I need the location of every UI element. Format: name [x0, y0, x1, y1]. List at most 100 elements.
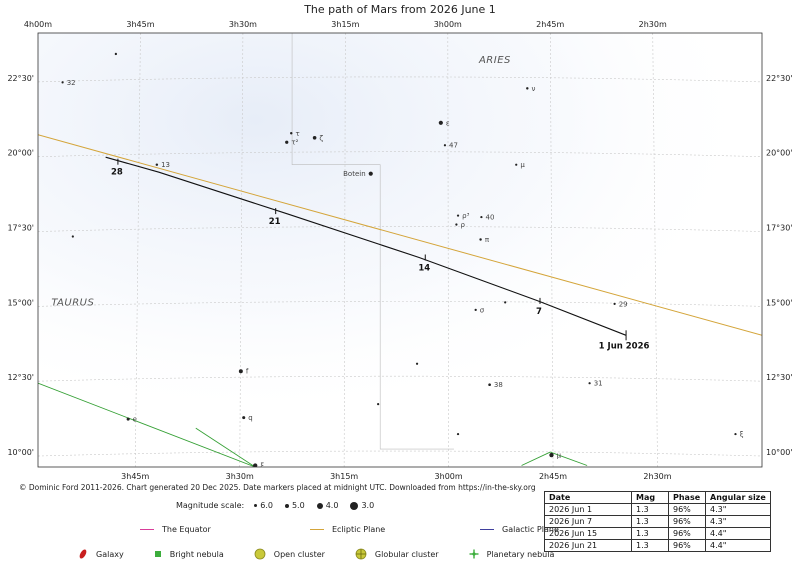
mag-value: 6.0: [260, 501, 273, 510]
star-label: ν: [532, 85, 536, 93]
star-label: ρ: [461, 221, 466, 229]
mag-item-3: 3.0: [350, 501, 374, 510]
cell-size: 4.3": [705, 503, 771, 516]
legend-globular-cluster: Globular cluster: [355, 548, 439, 560]
legend-objects: Galaxy Bright nebula Open cluster Globul…: [78, 548, 584, 560]
ra-grid-line: [239, 33, 244, 467]
legend-open-cluster: Open cluster: [254, 548, 325, 560]
ra-tick-label-bottom: 3h00m: [435, 472, 463, 481]
star-point: [613, 302, 616, 305]
star-point: [61, 81, 64, 84]
legend-lines: The Equator Ecliptic Plane Galactic Plan…: [140, 525, 650, 534]
star-point: [549, 452, 554, 458]
dec-tick-label-left: 22°30': [7, 74, 34, 83]
dec-grid-line: [38, 151, 762, 158]
ra-tick-label-top: 2h30m: [639, 20, 667, 29]
ra-tick-label-top: 3h00m: [434, 20, 462, 29]
star-label: τ: [295, 130, 299, 138]
mag-dot-icon: [254, 504, 258, 507]
dec-grid-line: [38, 226, 762, 232]
dec-tick-label-right: 17°30': [766, 224, 793, 233]
legend-bright-nebula: Bright nebula: [154, 548, 224, 560]
mag-dot-icon: [284, 503, 289, 508]
star-point: [479, 238, 482, 241]
star-label: Botein: [343, 170, 366, 178]
ra-tick-label-top: 2h45m: [536, 20, 564, 29]
ra-tick-label-top: 3h15m: [331, 20, 359, 29]
cell-phase: 96%: [668, 527, 706, 540]
col-mag: Mag: [631, 491, 669, 504]
star-label: f: [246, 368, 249, 376]
mars-path-layer: 1 Jun 2026 7 14 21 28: [105, 156, 650, 351]
ra-grid-line: [549, 33, 554, 467]
mag-dot-icon: [316, 502, 323, 509]
col-date: Date: [544, 491, 632, 504]
star-point: [415, 362, 419, 365]
reference-lines-layer: [38, 134, 762, 467]
star-label: 38: [494, 381, 503, 389]
date-marker-label: 1 Jun 2026: [599, 341, 650, 351]
date-marker-label: 21: [269, 217, 281, 227]
star-label: τ²: [291, 139, 298, 147]
star-point: [242, 416, 246, 420]
star-label: π: [485, 236, 490, 244]
cell-date: 2026 Jun 21: [544, 539, 632, 552]
ra-tick-label-bottom: 2h45m: [539, 472, 567, 481]
dec-tick-label-right: 22°30': [766, 74, 793, 83]
mag-value: 3.0: [361, 501, 375, 510]
star-label: 32: [67, 79, 76, 87]
magnitude-scale-label: Magnitude scale:: [176, 501, 245, 510]
star-point: [456, 214, 460, 217]
constellation-boundary-layer: [291, 33, 454, 450]
ra-tick-label-bottom: 3h45m: [121, 472, 149, 481]
constellation-label: TAURUS: [51, 297, 94, 308]
magnitude-scale: Magnitude scale: 6.0 5.0 4.0 3.0: [176, 501, 382, 510]
star-point: [368, 171, 373, 176]
dec-tick-label-left: 20°00': [7, 149, 34, 158]
cell-size: 4.4": [705, 539, 771, 552]
star-label: ρ³: [462, 212, 469, 220]
star-point: [456, 432, 460, 436]
col-phase: Phase: [668, 491, 706, 504]
star-point: [71, 235, 74, 238]
mag-value: 4.0: [325, 501, 339, 510]
dec-tick-label-left: 17°30': [7, 224, 34, 233]
legend-planetary-nebula: Planetary nebula: [469, 548, 554, 560]
ra-tick-label-bottom: 3h15m: [330, 472, 358, 481]
star-label: ξ: [740, 431, 744, 439]
date-marker-label: 28: [111, 168, 123, 178]
cell-phase: 96%: [668, 539, 706, 552]
sky-chart: The path of Mars from 2026 June 1 32 13 ττ…: [7, 3, 793, 481]
date-marker-label: 14: [418, 263, 430, 273]
dec-tick-label-right: 12°30': [766, 373, 793, 382]
yellow-circle-icon: [254, 548, 266, 560]
green-plus-icon: [469, 549, 479, 559]
chart-title: The path of Mars from 2026 June 1: [303, 3, 496, 16]
dec-tick-label-left: 12°30': [7, 373, 34, 382]
constellation-labels-layer: ARIES TAURUS: [51, 55, 510, 308]
ra-grid-line: [447, 33, 449, 467]
mars-ephemeris-table: Date Mag Phase Angular size 2026 Jun 1 1…: [544, 491, 771, 552]
star-point: [253, 463, 258, 467]
star-label: e: [133, 416, 137, 424]
legend-label: Open cluster: [273, 549, 325, 559]
legend-galaxy: Galaxy: [78, 548, 124, 560]
sky-background: [38, 33, 762, 467]
cell-mag: 1.3: [631, 539, 669, 552]
star-point: [438, 120, 443, 125]
ra-grid-line: [343, 33, 346, 467]
ecliptic-line-icon: [310, 529, 324, 530]
galactic-line-icon: [480, 529, 494, 530]
ra-grid-line: [134, 33, 141, 467]
ra-grid-line: [38, 33, 39, 52]
plot-frame: [37, 32, 763, 468]
ra-tick-label-top: 3h45m: [126, 20, 154, 29]
star-point: [488, 383, 491, 387]
ra-tick-label-bottom: 2h30m: [643, 472, 671, 481]
legend-galactic: Galactic Plane: [480, 525, 650, 534]
yellow-crosshair-circle-icon: [355, 548, 367, 560]
galactic-feature-line: [521, 451, 551, 466]
star-label: ζ: [319, 134, 323, 142]
star-point: [526, 87, 529, 90]
legend-equator: The Equator: [140, 525, 310, 534]
